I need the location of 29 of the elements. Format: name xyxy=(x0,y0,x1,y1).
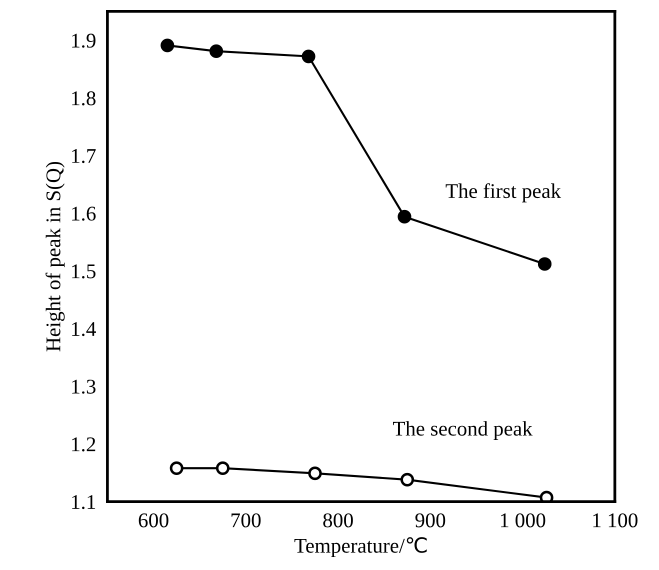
y-tick-label: 1.3 xyxy=(72,380,96,394)
y-tick-label: 1.7 xyxy=(72,149,96,164)
x-tick-label: 1 000 xyxy=(500,513,546,528)
point xyxy=(400,472,414,486)
x-tick-label: 800 xyxy=(323,513,353,528)
point xyxy=(308,466,322,480)
y-tick-label: 1.2 xyxy=(72,437,96,452)
series-label: The first peak xyxy=(446,183,562,202)
y-tick-label: 1.9 xyxy=(72,34,96,48)
y-tick-label: 1.4 xyxy=(72,322,96,336)
point xyxy=(216,461,230,475)
point xyxy=(538,257,552,271)
x-tick-label: 900 xyxy=(415,513,446,528)
point xyxy=(302,50,316,64)
x-tick-label: 600 xyxy=(138,513,168,528)
point xyxy=(540,490,554,502)
x-axis-title: Temperature/℃ xyxy=(294,537,427,558)
point xyxy=(398,210,412,224)
x-tick-label: 700 xyxy=(232,513,261,528)
x-tick-label: 1 100 xyxy=(593,513,638,528)
series-label: The second peak xyxy=(393,421,533,440)
point xyxy=(209,44,224,58)
y-tick-label: 1.5 xyxy=(72,264,96,278)
point xyxy=(170,461,184,475)
y-tick-label: 1.8 xyxy=(72,91,96,106)
point xyxy=(160,38,174,52)
y-tick-label: 1.6 xyxy=(72,206,96,221)
y-axis-title: Height of peak in S(Q) xyxy=(46,162,65,352)
y-tick-label: 1.1 xyxy=(72,495,96,510)
